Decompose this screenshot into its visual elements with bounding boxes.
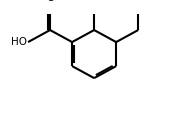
Text: O: O (46, 0, 54, 3)
Text: HO: HO (11, 37, 27, 47)
